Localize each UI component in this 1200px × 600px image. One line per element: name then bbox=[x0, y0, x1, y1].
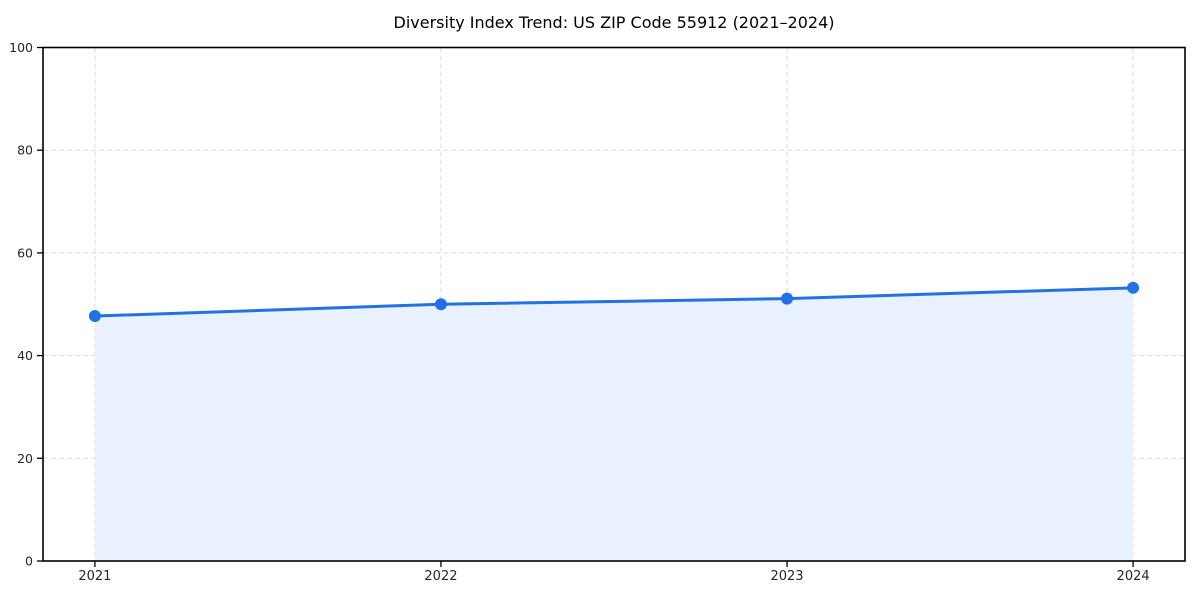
data-point-marker-2021 bbox=[88, 310, 101, 323]
y-tick-label: 0 bbox=[25, 554, 33, 569]
x-tick-label: 2022 bbox=[424, 569, 457, 584]
data-point-marker-2023 bbox=[781, 292, 794, 305]
y-tick-label: 20 bbox=[17, 451, 33, 466]
data-point-marker-2022 bbox=[434, 298, 447, 311]
x-tick-label: 2021 bbox=[78, 569, 111, 584]
chart-title: Diversity Index Trend: US ZIP Code 55912… bbox=[393, 13, 835, 32]
y-tick-label: 60 bbox=[17, 245, 33, 260]
plot-border bbox=[42, 46, 1186, 562]
data-point-marker-2024 bbox=[1127, 281, 1140, 294]
x-tick-label: 2024 bbox=[1117, 569, 1150, 584]
x-tick-label: 2023 bbox=[770, 569, 803, 584]
area-fill bbox=[94, 287, 1134, 561]
y-tick-label: 40 bbox=[17, 348, 33, 363]
y-tick-label: 80 bbox=[17, 143, 33, 158]
trend-line bbox=[93, 286, 1135, 318]
y-tick-label: 100 bbox=[9, 40, 33, 55]
